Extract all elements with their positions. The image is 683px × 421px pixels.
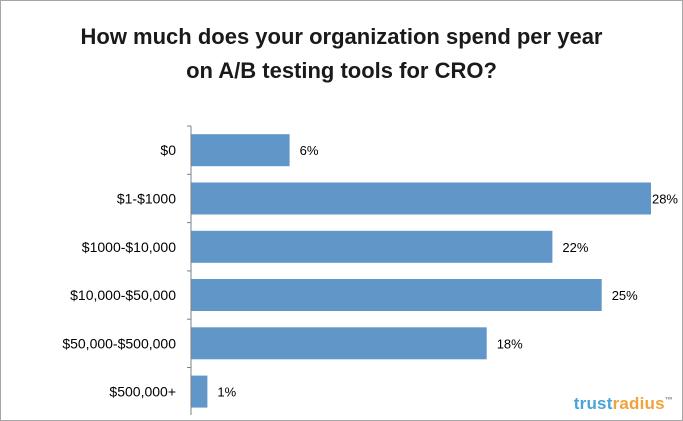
category-label-1-1000: $1-$1000 (117, 191, 176, 207)
value-label-10-000-50-000: 25% (612, 288, 638, 303)
value-label-500-000: 1% (217, 385, 236, 400)
value-label-0: 6% (300, 143, 319, 158)
value-label-1000-10-000: 22% (562, 240, 588, 255)
category-label-10-000-50-000: $10,000-$50,000 (70, 287, 176, 303)
trustradius-logo: trustradius™ (574, 394, 673, 414)
chart-title: How much does your organization spend pe… (0, 20, 683, 88)
brand-trademark: ™ (664, 395, 673, 405)
value-label-50-000-500-000: 18% (497, 336, 523, 351)
brand-part-trust: trust (573, 394, 613, 413)
bar-500-000 (191, 375, 208, 408)
bar-0 (191, 134, 290, 167)
bar-50-000-500-000 (191, 327, 487, 360)
category-label-0: $0 (160, 142, 176, 158)
value-label-1-1000: 28% (652, 192, 678, 207)
y-axis-ticks (187, 125, 191, 368)
chart-title-line-2: on A/B testing tools for CRO? (186, 58, 497, 83)
brand-part-radius: radius (612, 394, 665, 413)
chart-title-line-1: How much does your organization spend pe… (80, 24, 603, 49)
category-label-50-000-500-000: $50,000-$500,000 (62, 335, 176, 351)
bars-layer (191, 134, 651, 408)
category-label-500-000: $500,000+ (109, 384, 176, 400)
category-label-1000-10-000: $1000-$10,000 (82, 239, 176, 255)
bar-1000-10-000 (191, 230, 553, 263)
bar-10-000-50-000 (191, 279, 602, 311)
bar-1-1000 (191, 182, 651, 215)
labels-layer: $0 6% $1-$1000 28% $1000-$10,000 22% $10,000-$… (62, 142, 678, 399)
